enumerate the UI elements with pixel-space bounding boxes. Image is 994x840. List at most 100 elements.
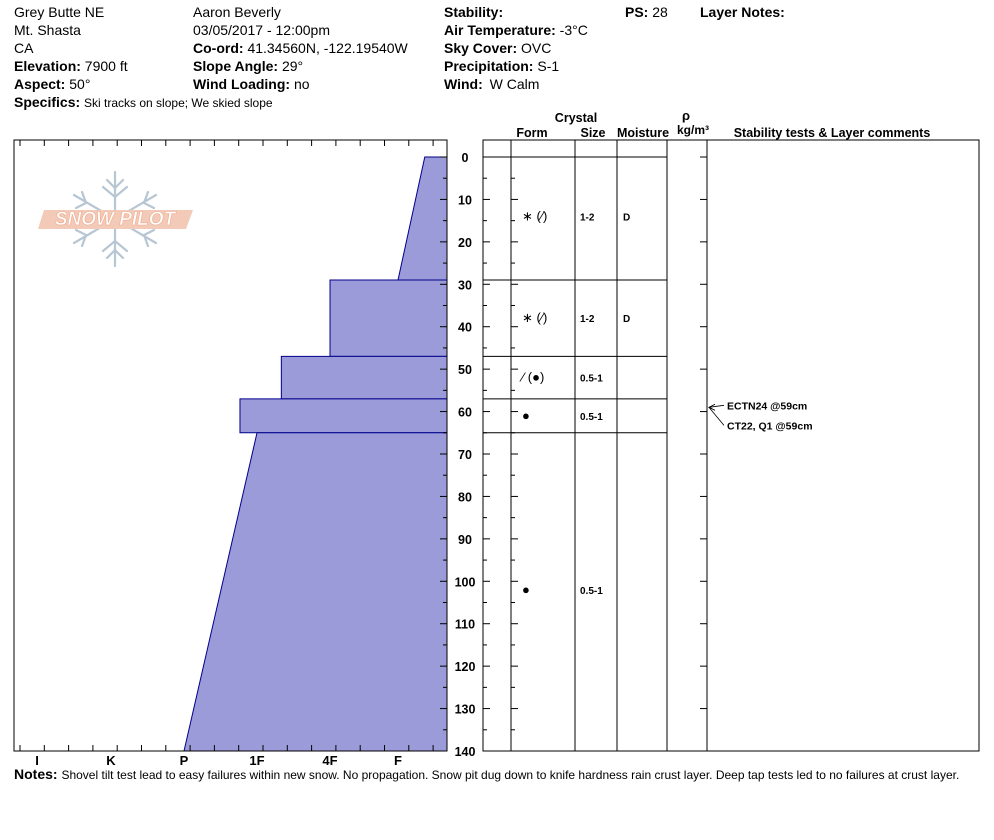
depth-axis: 0 10 20 30 40 50 60 70 80 90 100 110 120 130 140 bbox=[440, 151, 707, 759]
depth-tick-label: 110 bbox=[455, 618, 475, 632]
specifics-row: Specifics: Ski tracks on slope; We skied… bbox=[14, 93, 273, 112]
aspect-label: Aspect: bbox=[14, 76, 66, 92]
aspect-value: 50° bbox=[69, 76, 91, 92]
layer-size: 1-2 bbox=[580, 212, 595, 223]
hardness-tick-label: P bbox=[180, 753, 189, 768]
depth-tick-label: 130 bbox=[455, 703, 476, 717]
stability-label: Stability: bbox=[444, 4, 504, 20]
precip-value: S-1 bbox=[537, 58, 560, 74]
air-temp-row: Air Temperature: -3°C bbox=[444, 21, 588, 39]
aspect-row: Aspect: 50° bbox=[14, 75, 90, 93]
specifics-value: Ski tracks on slope; We skied slope bbox=[84, 96, 273, 110]
layer-size: 0.5-1 bbox=[580, 374, 603, 385]
depth-tick-label: 60 bbox=[458, 406, 472, 420]
form-header: Form bbox=[516, 126, 547, 140]
snowflake-icon bbox=[72, 170, 158, 268]
coord-value: 41.34560N, -122.19540W bbox=[247, 40, 408, 56]
layer-form: ⁄ (●) bbox=[519, 370, 544, 385]
hardness-tick-label: 4F bbox=[322, 753, 337, 768]
notes-label: Notes: bbox=[14, 766, 58, 782]
hardness-profile bbox=[183, 156, 448, 752]
hardness-layer bbox=[329, 279, 448, 357]
test-pointer bbox=[708, 404, 725, 408]
hardness-layer bbox=[280, 355, 448, 400]
precip-row: Precipitation: S-1 bbox=[444, 57, 559, 75]
logo-banner bbox=[38, 210, 193, 229]
notes-text: Shovel tilt test lead to easy failures w… bbox=[61, 768, 960, 782]
observer-name: Aaron Beverly bbox=[193, 4, 281, 20]
density-unit: kg/m³ bbox=[677, 123, 709, 137]
layer-form: ● bbox=[522, 582, 530, 597]
crystal-header: Crystal bbox=[555, 111, 597, 125]
test-pointer bbox=[708, 407, 725, 426]
wind-value: W Calm bbox=[489, 76, 540, 92]
elevation-value: 7900 ft bbox=[84, 58, 128, 74]
ps-row: PS: 28 bbox=[625, 3, 668, 21]
layer-table-frame bbox=[482, 139, 980, 752]
depth-tick-label: 120 bbox=[455, 660, 476, 674]
layer-form: ∗ (⁄) bbox=[522, 310, 547, 325]
observation-datetime: 03/05/2017 - 12:00pm bbox=[193, 22, 330, 38]
hardness-layer bbox=[397, 156, 448, 281]
elevation-row: Elevation: 7900 ft bbox=[14, 57, 128, 75]
wind-loading-value: no bbox=[293, 76, 310, 92]
hardness-axis: I K P 1F 4F F bbox=[19, 140, 434, 768]
sky-value: OVC bbox=[521, 40, 552, 56]
layer-size: 0.5-1 bbox=[580, 412, 603, 423]
location-name: Grey Butte NE bbox=[14, 4, 105, 20]
hardness-tick-label: F bbox=[394, 753, 402, 768]
sky-label: Sky Cover: bbox=[444, 40, 518, 56]
slope-label: Slope Angle: bbox=[193, 58, 279, 74]
comments-header: Stability tests & Layer comments bbox=[734, 126, 931, 140]
air-temp-value: -3°C bbox=[559, 22, 588, 38]
depth-tick-label: 80 bbox=[458, 490, 472, 504]
depth-tick-label: 50 bbox=[458, 363, 472, 377]
depth-tick-label: 90 bbox=[458, 533, 472, 547]
hardness-layer bbox=[183, 432, 448, 752]
depth-tick-label: 30 bbox=[458, 278, 472, 292]
layer-table: ∗ (⁄) 1-2 D ∗ (⁄) 1-2 D ⁄ (●) 0.5-1 ● 0.5-1 ● 0.5-1 bbox=[482, 139, 980, 752]
logo-text: SNOW PILOT bbox=[55, 209, 177, 230]
layer-notes-label: Layer Notes: bbox=[700, 4, 785, 20]
test-arrow bbox=[708, 403, 716, 411]
depth-tick-label: 140 bbox=[455, 745, 476, 759]
hardness-panel-frame bbox=[13, 139, 448, 752]
precip-label: Precipitation: bbox=[444, 58, 534, 74]
layer-size: 1-2 bbox=[580, 314, 595, 325]
depth-tick-label: 40 bbox=[458, 321, 472, 335]
hardness-tick-label: K bbox=[106, 753, 116, 768]
depth-tick-label: 20 bbox=[458, 236, 472, 250]
slope-value: 29° bbox=[281, 58, 304, 74]
wind-loading-row: Wind Loading: no bbox=[193, 75, 310, 93]
sky-row: Sky Cover: OVC bbox=[444, 39, 551, 57]
hardness-tick-label: I bbox=[35, 753, 39, 768]
notes-row: Notes: Shovel tilt test lead to easy fai… bbox=[14, 765, 959, 784]
layer-form: ∗ (⁄) bbox=[522, 208, 547, 223]
ps-label: PS: bbox=[625, 4, 649, 20]
density-symbol: ρ bbox=[682, 108, 690, 123]
coord-label: Co-ord: bbox=[193, 40, 244, 56]
slope-row: Slope Angle: 29° bbox=[193, 57, 303, 75]
air-temp-label: Air Temperature: bbox=[444, 22, 556, 38]
layer-form: ● bbox=[522, 408, 530, 423]
elevation-label: Elevation: bbox=[14, 58, 81, 74]
hardness-tick-label: 1F bbox=[249, 753, 264, 768]
specifics-label: Specifics: bbox=[14, 94, 81, 110]
wind-loading-label: Wind Loading: bbox=[193, 76, 291, 92]
coord-row: Co-ord: 41.34560N, -122.19540W bbox=[193, 39, 408, 57]
depth-tick-label: 70 bbox=[458, 448, 472, 462]
layer-moisture: D bbox=[623, 212, 630, 223]
size-header: Size bbox=[580, 126, 605, 140]
moisture-header: Moisture bbox=[617, 126, 669, 140]
wind-row: Wind: W Calm bbox=[444, 75, 539, 93]
layer-rows: ∗ (⁄) 1-2 D ∗ (⁄) 1-2 D ⁄ (●) 0.5-1 ● 0.5-1 ● 0.5-1 bbox=[483, 156, 667, 597]
layer-size: 0.5-1 bbox=[580, 586, 603, 597]
state-name: CA bbox=[14, 40, 34, 56]
depth-tick-label: 10 bbox=[458, 193, 472, 207]
layer-moisture: D bbox=[623, 314, 630, 325]
ps-value: 28 bbox=[652, 4, 668, 20]
test-label: CT22, Q1 @59cm bbox=[727, 420, 813, 432]
hardness-layer bbox=[239, 398, 448, 434]
depth-tick-label: 100 bbox=[455, 575, 476, 589]
